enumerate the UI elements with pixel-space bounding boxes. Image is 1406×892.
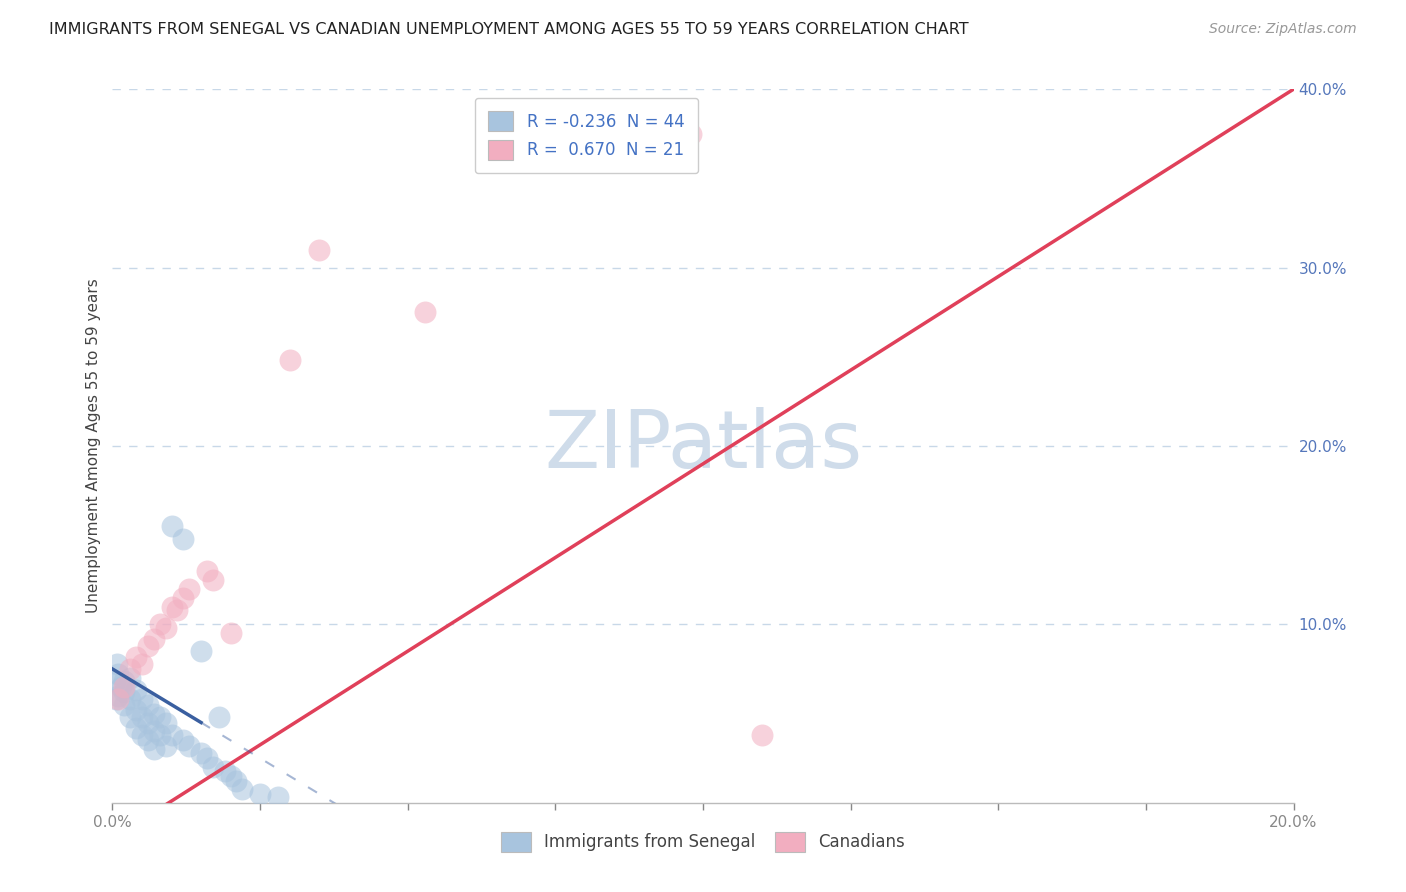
Point: [190, 644, 212, 658]
Point: [751, 728, 773, 742]
Legend: Immigrants from Senegal, Canadians: Immigrants from Senegal, Canadians: [494, 825, 912, 859]
Point: [201, 760, 224, 774]
Point: [149, 710, 172, 724]
Point: [172, 532, 194, 546]
Point: [155, 621, 177, 635]
Point: [136, 639, 159, 653]
Point: [179, 582, 201, 596]
Point: [195, 751, 218, 765]
Point: [142, 724, 165, 739]
Point: [142, 632, 165, 646]
Point: [125, 721, 148, 735]
Text: IMMIGRANTS FROM SENEGAL VS CANADIAN UNEMPLOYMENT AMONG AGES 55 TO 59 YEARS CORRE: IMMIGRANTS FROM SENEGAL VS CANADIAN UNEM…: [49, 22, 969, 37]
Point: [160, 728, 183, 742]
Point: [172, 591, 194, 605]
Point: [112, 698, 135, 712]
Point: [110, 680, 132, 694]
Point: [136, 698, 159, 712]
Point: [131, 657, 153, 671]
Point: [107, 689, 129, 703]
Y-axis label: Unemployment Among Ages 55 to 59 years: Unemployment Among Ages 55 to 59 years: [86, 278, 101, 614]
Point: [136, 733, 159, 747]
Point: [214, 764, 236, 778]
Point: [112, 685, 135, 699]
Point: [149, 728, 172, 742]
Point: [120, 662, 142, 676]
Point: [120, 692, 142, 706]
Point: [219, 769, 242, 783]
Point: [107, 667, 129, 681]
Text: ZIPatlas: ZIPatlas: [544, 407, 862, 485]
Point: [172, 733, 194, 747]
Point: [142, 742, 165, 756]
Point: [415, 305, 437, 319]
Point: [155, 715, 177, 730]
Point: [142, 706, 165, 721]
Point: [125, 703, 148, 717]
Point: [112, 680, 135, 694]
Point: [201, 573, 224, 587]
Point: [131, 710, 153, 724]
Point: [105, 692, 128, 706]
Point: [179, 739, 201, 753]
Point: [105, 657, 128, 671]
Point: [208, 710, 231, 724]
Point: [195, 564, 218, 578]
Point: [155, 739, 177, 753]
Point: [160, 519, 183, 533]
Point: [278, 353, 301, 368]
Point: [120, 671, 142, 685]
Point: [125, 649, 148, 664]
Point: [120, 710, 142, 724]
Point: [107, 692, 129, 706]
Point: [112, 674, 135, 689]
Point: [219, 626, 242, 640]
Point: [104, 674, 127, 689]
Point: [225, 774, 247, 789]
Point: [308, 243, 330, 257]
Point: [149, 617, 172, 632]
Point: [136, 715, 159, 730]
Point: [681, 127, 703, 141]
Point: [249, 787, 271, 801]
Text: Source: ZipAtlas.com: Source: ZipAtlas.com: [1209, 22, 1357, 37]
Point: [166, 603, 188, 617]
Point: [131, 692, 153, 706]
Point: [190, 746, 212, 760]
Point: [125, 683, 148, 698]
Point: [231, 781, 253, 796]
Point: [267, 790, 290, 805]
Point: [160, 599, 183, 614]
Point: [131, 728, 153, 742]
